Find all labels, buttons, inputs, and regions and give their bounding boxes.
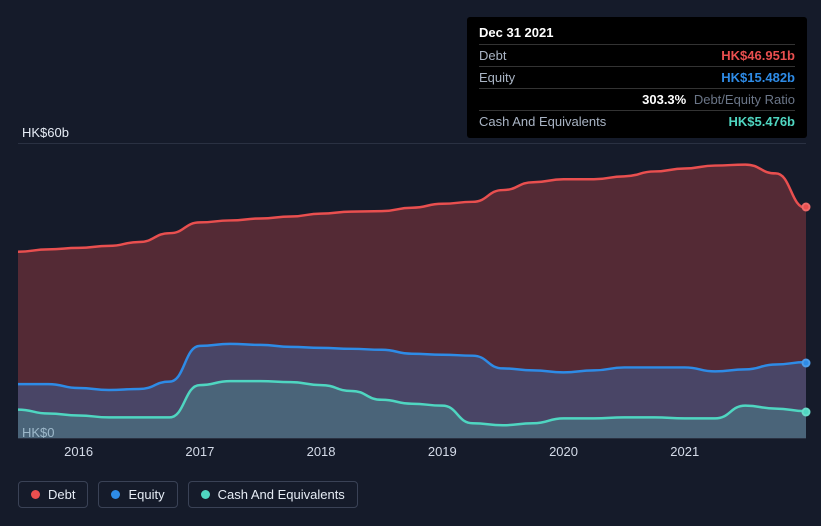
tooltip-row: Debt HK$46.951b (479, 44, 795, 66)
tooltip-ratio: 303.3% Debt/Equity Ratio (642, 92, 795, 107)
x-axis-tick-label: 2017 (185, 444, 214, 459)
legend-dot-icon (31, 490, 40, 499)
x-axis-tick-label: 2016 (64, 444, 93, 459)
x-axis-tick-label: 2021 (670, 444, 699, 459)
legend-dot-icon (201, 490, 210, 499)
tooltip-row-label: Debt (479, 48, 506, 63)
legend-item-label: Debt (48, 487, 75, 502)
x-axis-tick-label: 2018 (307, 444, 336, 459)
series-end-marker (802, 203, 811, 212)
legend-item-label: Cash And Equivalents (218, 487, 345, 502)
x-axis-labels: 2016 2017 2018 2019 2020 2021 (18, 444, 806, 464)
legend-item[interactable]: Cash And Equivalents (188, 481, 358, 508)
x-axis-tick-label: 2019 (428, 444, 457, 459)
tooltip-row-label: Equity (479, 70, 515, 85)
x-axis-tick-label: 2020 (549, 444, 578, 459)
series-end-marker (802, 358, 811, 367)
legend-item-label: Equity (128, 487, 164, 502)
tooltip-row-label: Cash And Equivalents (479, 114, 606, 129)
tooltip-row: Equity HK$15.482b (479, 66, 795, 88)
tooltip-date: Dec 31 2021 (479, 25, 795, 40)
y-axis-max-label: HK$60b (22, 125, 69, 140)
legend-item[interactable]: Debt (18, 481, 88, 508)
tooltip-row-value: HK$46.951b (721, 48, 795, 63)
legend-dot-icon (111, 490, 120, 499)
legend-item[interactable]: Equity (98, 481, 177, 508)
tooltip-row-value: HK$15.482b (721, 70, 795, 85)
tooltip-row-value: HK$5.476b (729, 114, 795, 129)
tooltip-row: 303.3% Debt/Equity Ratio (479, 88, 795, 110)
chart-plot-area[interactable] (18, 143, 806, 439)
tooltip-row: Cash And Equivalents HK$5.476b (479, 110, 795, 132)
chart-legend: Debt Equity Cash And Equivalents (18, 481, 358, 508)
series-end-marker (802, 407, 811, 416)
chart-tooltip: Dec 31 2021 Debt HK$46.951b Equity HK$15.48… (467, 17, 807, 138)
